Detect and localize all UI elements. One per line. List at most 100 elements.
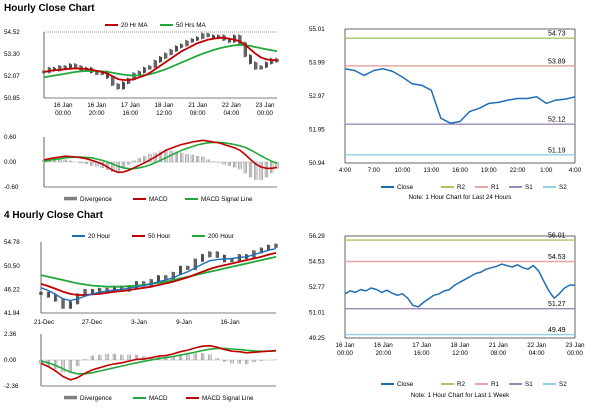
hourly-price-x-tick: 20:00 (89, 110, 105, 117)
hourly-macd-y-tick: -0.60 (4, 184, 19, 191)
four-hourly-legend-50-hour-label: 50 Hour (148, 233, 170, 240)
hourly-price-y-tick: 52.07 (4, 73, 20, 80)
four-hourly-levels-x-tick: 00:00 (337, 350, 353, 357)
hourly-legend-macd-label: MACD (149, 196, 168, 203)
four-hourly-levels-y-tick: 51.01 (309, 310, 325, 317)
four-hourly-levels-x-tick: 04:00 (529, 350, 545, 357)
four-hourly-levels-y-tick: 54.53 (309, 259, 325, 266)
hourly-levels-legend-s1-label: S1 (525, 184, 533, 191)
hourly-levels-y-tick: 52.97 (309, 93, 325, 100)
four-hourly-legend-macd-label: MACD (149, 395, 168, 402)
hourly-macd-signal-line (43, 141, 278, 170)
four-hourly-levels-x-tick: 20:00 (375, 350, 391, 357)
four-hourly-levels-r1-level-label: 54.53 (548, 254, 566, 261)
four-hourly-legend-divergence-label: Divergence (80, 395, 112, 402)
four-hourly-levels-x-tick: 22 Jan (527, 342, 546, 349)
hourly-levels-s2-level-label: 51.19 (548, 147, 566, 154)
hourly-levels-note: Note: 1 Hour Chart for Last 24 Hours (409, 194, 512, 201)
four-hourly-macd-line (40, 344, 277, 381)
four-hourly-levels-y-tick: 56.29 (309, 233, 325, 240)
four-hourly-levels-legend-close-label: Close (397, 381, 414, 388)
hourly-legend-macd-signal-label: MACD Signal Line (201, 196, 253, 203)
four-hourly-price-y-tick: 41.94 (4, 310, 20, 317)
hourly-20hr-ma-line (43, 36, 277, 81)
four-hourly-levels-x-tick: 16:00 (414, 350, 430, 357)
four-hourly-price-x-tick: 21-Dec (34, 319, 54, 326)
hourly-levels-x-tick: 4:00 (569, 167, 582, 174)
four-hourly-legend-macd-signal-label: MACD Signal Line (202, 395, 254, 402)
four-hourly-50hr-line (40, 252, 277, 296)
four-hourly-levels-legend-s1-label: S1 (525, 381, 533, 388)
hourly-levels-frame (344, 28, 576, 164)
four-hourly-levels-y-tick: 52.77 (309, 284, 325, 291)
four-hourly-levels-y-tick: 49.25 (309, 335, 325, 342)
four-hourly-legend-20-hour-label: 20 Hour (88, 233, 110, 240)
four-hourly-price-x-tick: 3-Jan (131, 319, 147, 326)
hourly-price-y-tick: 53.30 (4, 51, 20, 58)
hourly-levels-x-tick: 1:00 (540, 167, 553, 174)
hourly-price-x-tick: 18 Jan (155, 102, 174, 109)
four-hourly-20hr-line (40, 247, 277, 302)
four-hourly-levels-x-tick: 16 Jan (374, 342, 393, 349)
hourly-levels-x-tick: 22:00 (510, 167, 526, 174)
four-hourly-levels-x-tick: 18 Jan (451, 342, 470, 349)
four-hourly-levels-x-tick: 21 Jan (489, 342, 508, 349)
four-hourly-levels-x-tick: 08:00 (490, 350, 506, 357)
hourly-legend-20hr-ma-label: 20 Hr MA (121, 22, 148, 29)
hourly-section-title: Hourly Close Chart (4, 3, 95, 14)
hourly-legend-divergence-label: Divergence (80, 196, 112, 203)
hourly-legend-divergence-swatch (64, 196, 77, 201)
four-hourly-levels-s1-level-label: 51.27 (548, 301, 566, 308)
four-hourly-price-y-tick: 54.78 (4, 239, 20, 246)
hourly-levels-x-tick: 4:00 (339, 167, 352, 174)
hourly-price-x-tick: 00:00 (257, 110, 273, 117)
hourly-price-x-tick: 16 Jan (87, 102, 106, 109)
hourly-price-x-tick: 17 Jan (121, 102, 140, 109)
hourly-price-x-tick: 08:00 (190, 110, 206, 117)
hourly-levels-legend-r1-label: R1 (491, 184, 500, 191)
hourly-price-x-tick: 12:00 (156, 110, 172, 117)
four-hourly-macd-y-tick: 0.00 (4, 357, 17, 364)
four-hourly-price-y-tick: 50.50 (4, 263, 20, 270)
four-hourly-levels-x-tick: 17 Jan (412, 342, 431, 349)
four-hourly-price-x-tick: 27-Dec (82, 319, 102, 326)
hourly-price-x-tick: 23 Jan (256, 102, 275, 109)
hourly-price-x-tick: 16 Jan (54, 102, 73, 109)
four-hourly-levels-x-tick: 16 Jan (336, 342, 355, 349)
hourly-levels-r2-level-label: 54.73 (548, 31, 566, 38)
four-hourly-200hr-line (40, 255, 277, 288)
four-hourly-price-y-tick: 46.22 (4, 287, 20, 294)
hourly-levels-y-tick: 55.01 (309, 26, 325, 33)
four-hourly-levels-x-tick: 00:00 (567, 350, 583, 357)
four-hourly-section-title: 4 Hourly Close Chart (4, 210, 103, 221)
hourly-macd-y-tick: 0.60 (4, 134, 17, 141)
four-hourly-legend-divergence-swatch (64, 395, 77, 400)
four-hourly-levels-legend-s2-label: S2 (559, 381, 567, 388)
four-hourly-levels-x-tick: 23 Jan (566, 342, 585, 349)
hourly-levels-close-line (344, 68, 576, 124)
four-hourly-levels-frame (344, 235, 576, 339)
hourly-legend-50hrs-ma-label: 50 Hrs MA (176, 22, 207, 29)
hourly-50hr-ma-line (43, 44, 278, 79)
four-hourly-price-x-tick: 9-Jan (176, 319, 192, 326)
hourly-price-x-tick: 00:00 (55, 110, 71, 117)
hourly-levels-r1-level-label: 53.89 (548, 58, 566, 65)
four-hourly-price-x-tick: 16-Jan (220, 319, 240, 326)
hourly-levels-legend-close-label: Close (397, 184, 414, 191)
four-hourly-macd-signal-line (40, 347, 277, 375)
hourly-levels-y-tick: 53.99 (309, 60, 325, 67)
hourly-levels-x-tick: 13:00 (423, 167, 439, 174)
hourly-price-x-tick: 04:00 (223, 110, 239, 117)
hourly-levels-legend-r2-label: R2 (457, 184, 466, 191)
four-hourly-levels-legend-r2-label: R2 (457, 381, 466, 388)
hourly-levels-s1-level-label: 52.12 (548, 117, 566, 124)
hourly-macd-y-tick: 0.00 (4, 159, 17, 166)
hourly-levels-y-tick: 50.94 (309, 160, 325, 167)
four-hourly-levels-note: Note: 1 Hour Chart for Last 1 Week (411, 392, 510, 399)
four-hourly-legend-200-hour-label: 200 Hour (208, 233, 234, 240)
hourly-price-x-tick: 22 Jan (222, 102, 241, 109)
hourly-price-y-tick: 50.85 (4, 95, 20, 102)
four-hourly-levels-legend-r1-label: R1 (491, 381, 500, 388)
four-hourly-levels-r2-level-label: 56.01 (548, 233, 566, 240)
